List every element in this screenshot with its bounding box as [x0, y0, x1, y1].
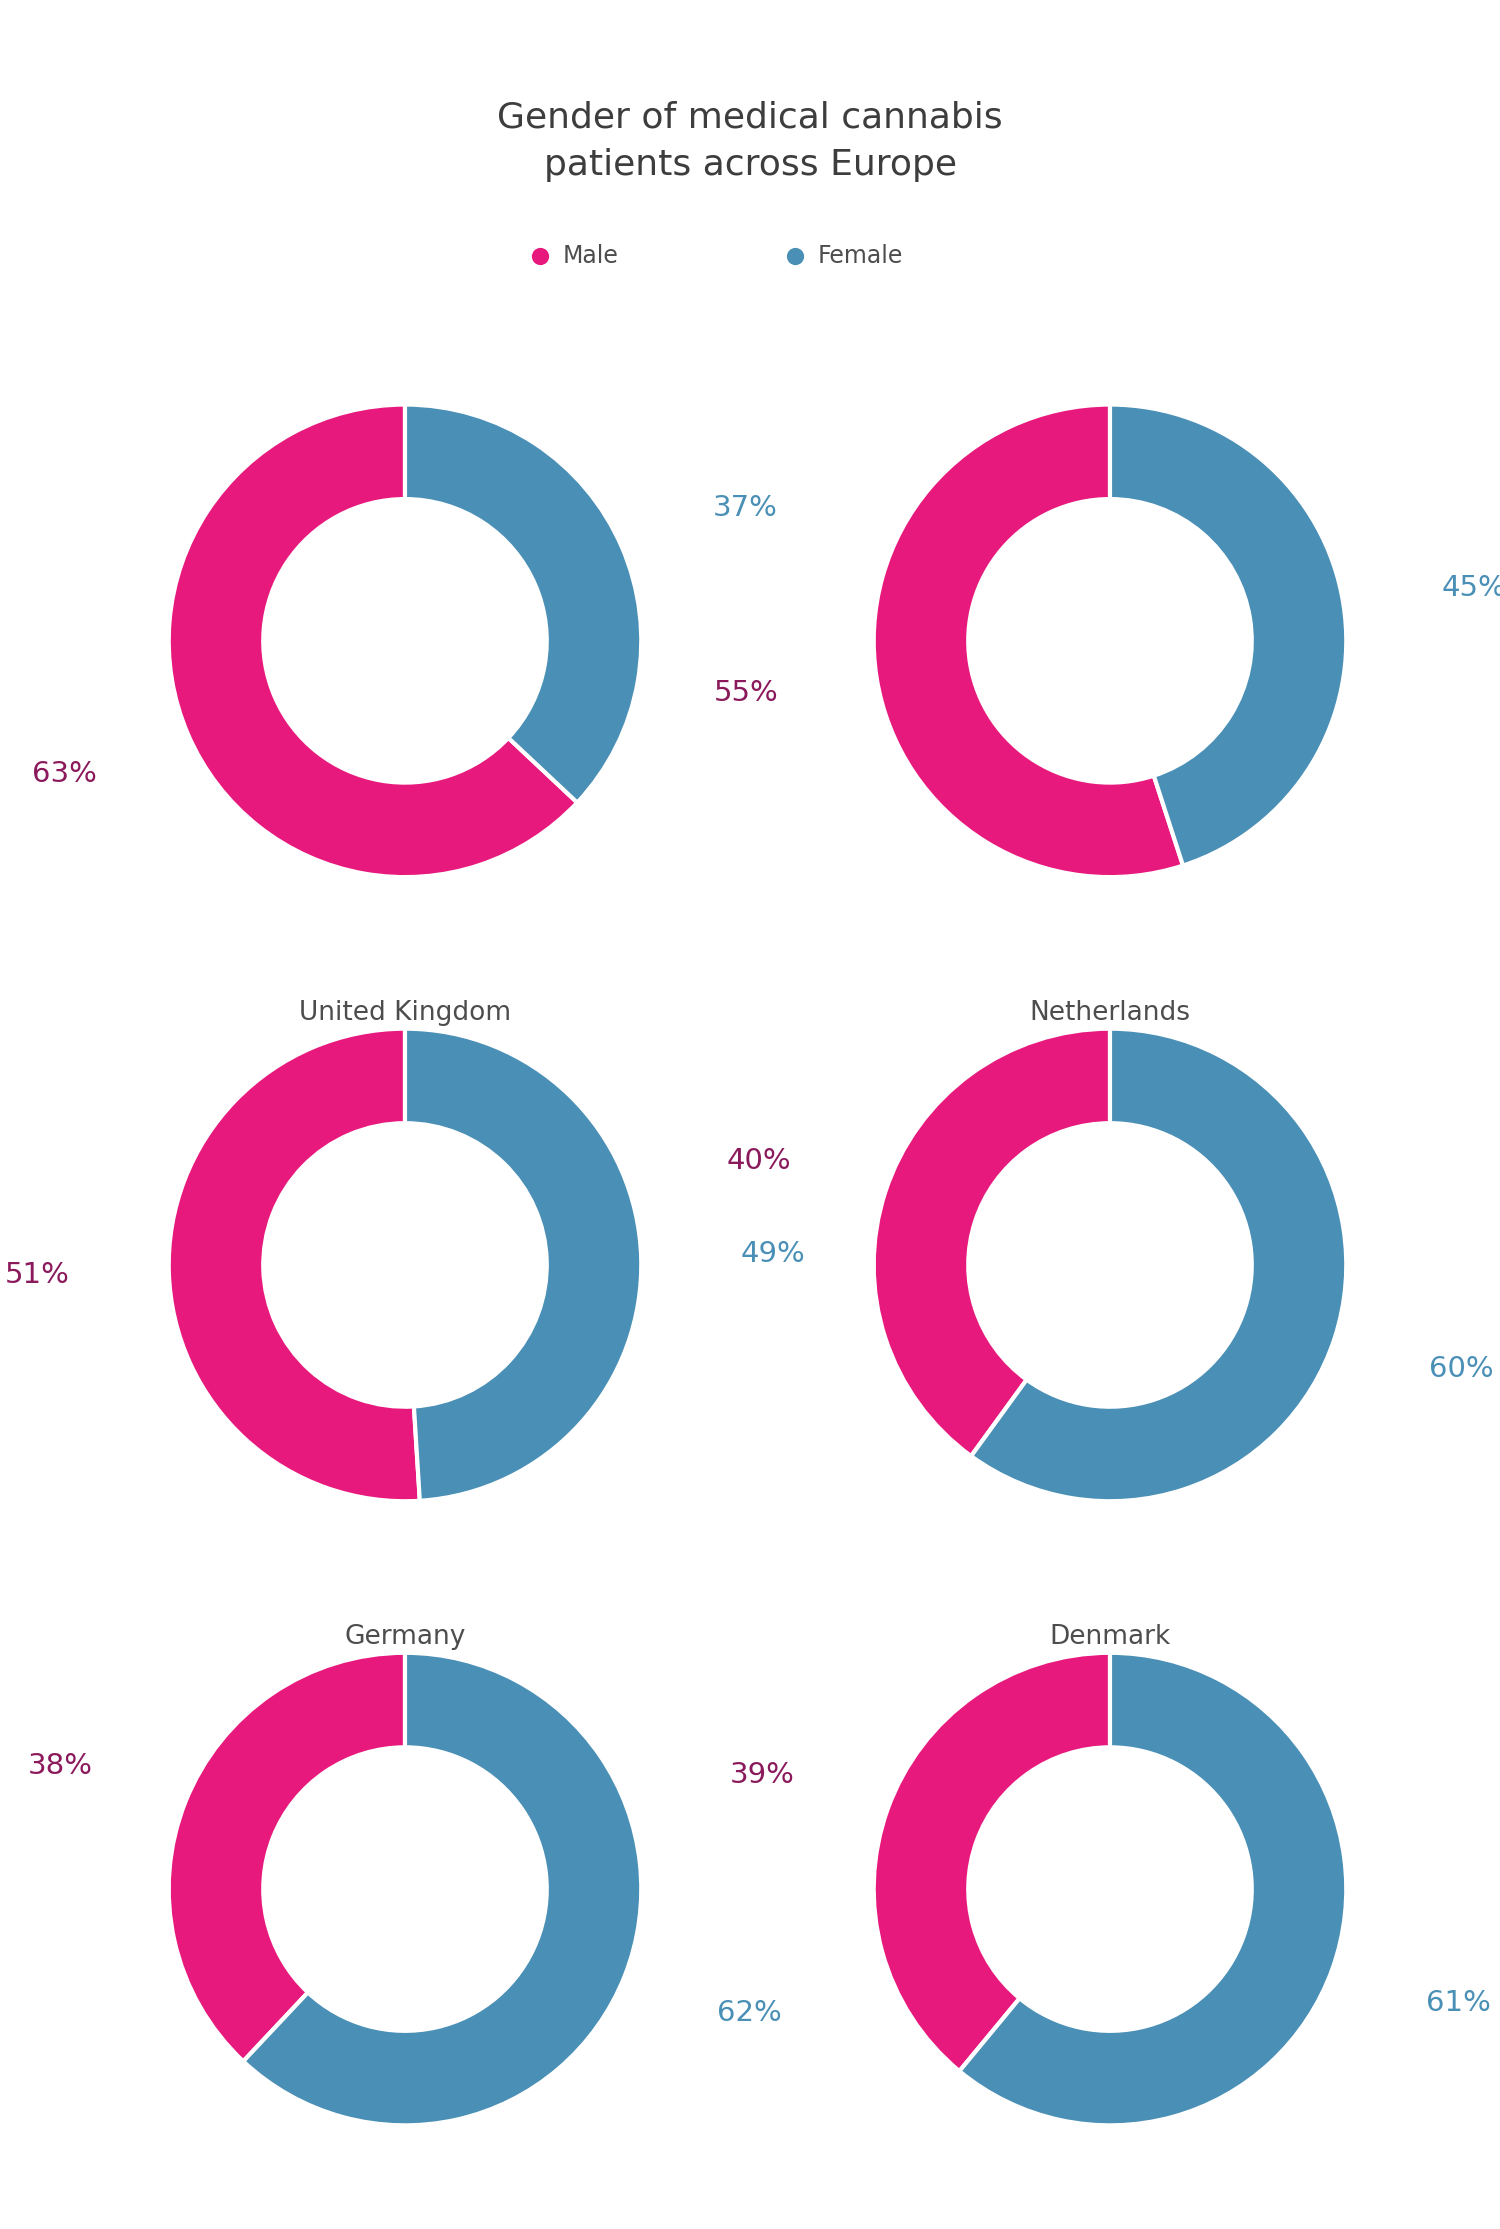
Wedge shape [405, 1030, 642, 1500]
Point [783, 239, 807, 274]
Wedge shape [168, 1654, 405, 2062]
Wedge shape [168, 406, 578, 876]
Text: Denmark: Denmark [1050, 1625, 1170, 1649]
Wedge shape [873, 1654, 1110, 2071]
Text: 60%: 60% [1430, 1355, 1494, 1382]
Text: Gender of medical cannabis
patients across Europe: Gender of medical cannabis patients acro… [496, 100, 1004, 183]
Text: 55%: 55% [714, 680, 778, 707]
Point [528, 239, 552, 274]
Wedge shape [873, 406, 1184, 876]
Text: 45%: 45% [1442, 575, 1500, 602]
Wedge shape [1110, 406, 1347, 865]
Wedge shape [960, 1654, 1347, 2124]
Text: United Kingdom: United Kingdom [298, 1001, 512, 1025]
Text: Female: Female [818, 245, 903, 267]
Text: 38%: 38% [28, 1752, 93, 1779]
Text: 63%: 63% [32, 760, 98, 789]
Wedge shape [168, 1030, 420, 1500]
Text: 37%: 37% [712, 493, 778, 522]
Text: 62%: 62% [717, 1999, 782, 2026]
Text: 49%: 49% [741, 1239, 806, 1268]
Text: Germany: Germany [345, 1625, 465, 1649]
Text: 39%: 39% [729, 1761, 795, 1790]
Text: Netherlands: Netherlands [1029, 1001, 1191, 1025]
Wedge shape [405, 406, 642, 802]
Wedge shape [970, 1030, 1347, 1500]
Text: 51%: 51% [4, 1262, 69, 1291]
Text: 61%: 61% [1425, 1988, 1491, 2017]
Text: 40%: 40% [726, 1148, 790, 1175]
Text: Male: Male [562, 245, 618, 267]
Wedge shape [243, 1654, 642, 2124]
Wedge shape [873, 1030, 1110, 1456]
